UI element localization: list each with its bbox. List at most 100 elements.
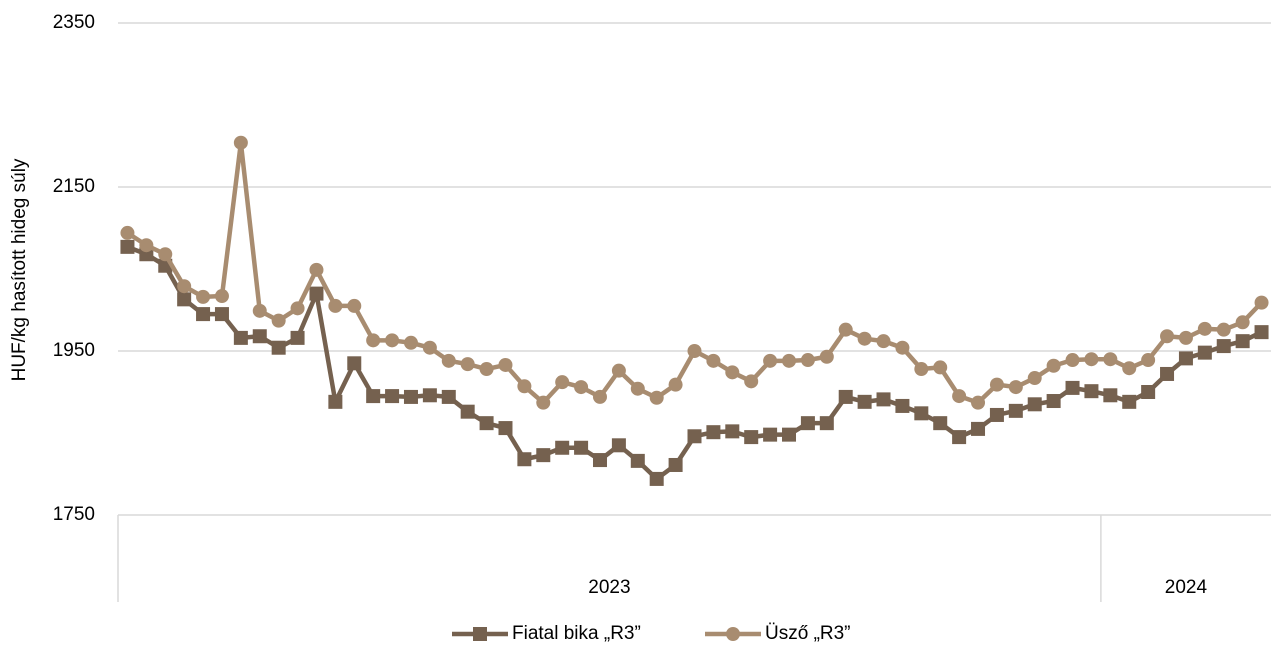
marker bbox=[668, 457, 683, 472]
x-group-label: 2023 bbox=[588, 577, 630, 598]
marker bbox=[290, 330, 305, 345]
marker bbox=[1046, 394, 1061, 409]
marker bbox=[763, 353, 778, 368]
marker bbox=[1160, 329, 1175, 344]
marker bbox=[630, 453, 645, 468]
marker bbox=[479, 362, 494, 377]
marker bbox=[1046, 358, 1061, 373]
marker bbox=[120, 239, 135, 254]
legend-label: Üsző „R3” bbox=[765, 623, 851, 644]
marker bbox=[989, 377, 1004, 392]
marker bbox=[744, 430, 759, 445]
marker bbox=[1141, 353, 1156, 368]
marker bbox=[592, 453, 607, 468]
marker bbox=[574, 440, 589, 455]
marker bbox=[914, 406, 929, 421]
marker bbox=[857, 394, 872, 409]
marker bbox=[290, 301, 305, 316]
legend-marker bbox=[726, 627, 740, 641]
marker bbox=[441, 353, 456, 368]
marker bbox=[819, 416, 834, 431]
marker bbox=[517, 452, 532, 467]
marker bbox=[649, 471, 664, 486]
y-tick-label: 1950 bbox=[53, 340, 95, 361]
marker bbox=[1235, 334, 1250, 349]
marker bbox=[649, 390, 664, 405]
marker bbox=[838, 322, 853, 337]
marker bbox=[347, 356, 362, 371]
marker bbox=[1160, 366, 1175, 381]
marker bbox=[744, 374, 759, 389]
marker bbox=[214, 289, 229, 304]
marker bbox=[385, 333, 400, 348]
marker bbox=[233, 330, 248, 345]
marker bbox=[1197, 345, 1212, 360]
marker bbox=[1027, 371, 1042, 386]
marker bbox=[952, 389, 967, 404]
marker bbox=[555, 440, 570, 455]
marker bbox=[177, 279, 192, 294]
x-group-label: 2024 bbox=[1165, 577, 1208, 598]
marker bbox=[271, 313, 286, 328]
marker bbox=[1103, 352, 1118, 367]
marker bbox=[517, 379, 532, 394]
marker bbox=[952, 430, 967, 445]
marker bbox=[914, 362, 929, 377]
marker bbox=[1122, 394, 1137, 409]
marker bbox=[309, 262, 324, 277]
legend-label: Fiatal bika „R3” bbox=[512, 623, 641, 644]
marker bbox=[536, 448, 551, 463]
marker bbox=[630, 381, 645, 396]
marker bbox=[971, 421, 986, 436]
marker bbox=[120, 225, 135, 240]
marker bbox=[1235, 315, 1250, 330]
marker bbox=[158, 247, 173, 262]
marker bbox=[271, 340, 286, 355]
marker bbox=[687, 344, 702, 358]
marker bbox=[1065, 353, 1080, 368]
marker bbox=[1103, 388, 1118, 403]
marker bbox=[611, 363, 626, 378]
marker bbox=[1008, 403, 1023, 418]
marker bbox=[1216, 322, 1231, 337]
marker bbox=[1065, 380, 1080, 395]
marker bbox=[1178, 330, 1193, 345]
marker bbox=[196, 307, 211, 322]
marker bbox=[328, 394, 343, 409]
marker bbox=[876, 392, 891, 407]
marker bbox=[800, 416, 815, 431]
marker bbox=[177, 292, 192, 307]
marker bbox=[989, 407, 1004, 422]
marker bbox=[838, 389, 853, 404]
marker bbox=[725, 424, 740, 439]
marker bbox=[498, 357, 513, 372]
marker bbox=[403, 335, 418, 350]
marker bbox=[574, 380, 589, 395]
legend-marker bbox=[473, 627, 487, 641]
marker bbox=[668, 377, 683, 392]
marker bbox=[252, 303, 267, 318]
marker bbox=[1084, 384, 1099, 399]
marker bbox=[460, 404, 475, 419]
marker bbox=[1122, 361, 1137, 376]
marker bbox=[706, 425, 721, 440]
marker bbox=[1197, 321, 1212, 336]
marker bbox=[328, 298, 343, 313]
marker bbox=[895, 340, 910, 355]
marker bbox=[1141, 385, 1156, 399]
marker bbox=[592, 389, 607, 404]
marker bbox=[611, 438, 626, 453]
marker bbox=[1254, 295, 1269, 310]
marker bbox=[763, 427, 778, 442]
marker bbox=[782, 353, 797, 368]
marker bbox=[857, 331, 872, 346]
marker bbox=[233, 135, 248, 150]
marker bbox=[1084, 352, 1099, 367]
marker bbox=[706, 353, 721, 368]
marker bbox=[1254, 325, 1269, 340]
marker bbox=[536, 395, 551, 410]
marker bbox=[687, 429, 702, 444]
marker bbox=[366, 389, 381, 404]
marker bbox=[933, 416, 948, 431]
